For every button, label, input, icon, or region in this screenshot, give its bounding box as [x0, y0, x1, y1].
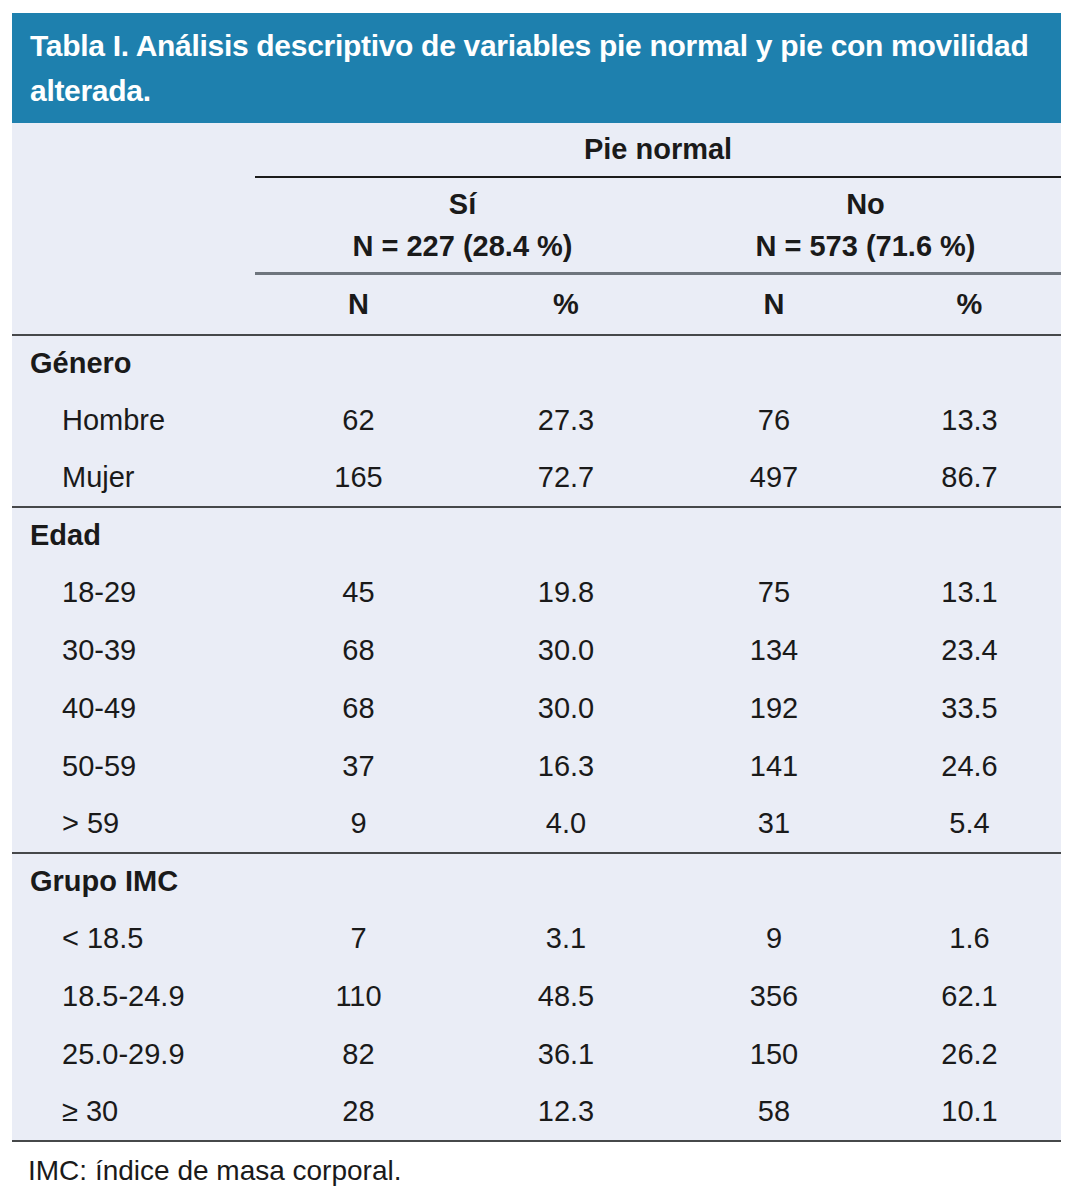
subgroup-no-count: N = 573 (71.6 %)	[670, 225, 1061, 267]
row-label: Hombre	[12, 391, 255, 449]
column-header-row: N % N %	[12, 273, 1061, 335]
subgroup-no-label: No	[670, 183, 1061, 225]
cell-value: 12.3	[462, 1083, 670, 1141]
row-label: 18.5-24.9	[12, 967, 255, 1025]
cell-value: 68	[255, 679, 462, 737]
subgroup-si-label: Sí	[255, 183, 670, 225]
descriptive-table: Pie normal Sí N = 227 (28.4 %) No N = 57…	[12, 123, 1061, 1142]
table-row: 18-29 45 19.8 75 13.1	[12, 563, 1061, 621]
subgroup-header-row: Sí N = 227 (28.4 %) No N = 573 (71.6 %)	[12, 177, 1061, 273]
cell-value: 86.7	[878, 449, 1061, 507]
table-row: Hombre 62 27.3 76 13.3	[12, 391, 1061, 449]
cell-value: 26.2	[878, 1025, 1061, 1083]
table-row: < 18.5 7 3.1 9 1.6	[12, 909, 1061, 967]
group-header: Pie normal	[255, 123, 1061, 177]
row-label: 25.0-29.9	[12, 1025, 255, 1083]
col-header-n-no: N	[670, 273, 878, 335]
cell-value: 33.5	[878, 679, 1061, 737]
row-label: ≥ 30	[12, 1083, 255, 1141]
cell-value: 82	[255, 1025, 462, 1083]
group-header-row: Pie normal	[12, 123, 1061, 177]
table-card: Tabla I. Análisis descriptivo de variabl…	[12, 13, 1061, 1142]
table-row: 50-59 37 16.3 141 24.6	[12, 737, 1061, 795]
cell-value: 9	[670, 909, 878, 967]
subgroup-si-count: N = 227 (28.4 %)	[255, 225, 670, 267]
section-header-genero: Género	[12, 335, 1061, 391]
cell-value: 62.1	[878, 967, 1061, 1025]
cell-value: 45	[255, 563, 462, 621]
cell-value: 13.1	[878, 563, 1061, 621]
cell-value: 58	[670, 1083, 878, 1141]
spacer-cell	[12, 123, 255, 177]
section-header-edad: Edad	[12, 507, 1061, 563]
table-row: 18.5-24.9 110 48.5 356 62.1	[12, 967, 1061, 1025]
cell-value: 165	[255, 449, 462, 507]
cell-value: 5.4	[878, 795, 1061, 853]
cell-value: 1.6	[878, 909, 1061, 967]
row-label: 30-39	[12, 621, 255, 679]
section-header-row: Grupo IMC	[12, 853, 1061, 909]
cell-value: 37	[255, 737, 462, 795]
row-label: > 59	[12, 795, 255, 853]
cell-value: 62	[255, 391, 462, 449]
cell-value: 7	[255, 909, 462, 967]
cell-value: 68	[255, 621, 462, 679]
cell-value: 10.1	[878, 1083, 1061, 1141]
cell-value: 24.6	[878, 737, 1061, 795]
cell-value: 19.8	[462, 563, 670, 621]
cell-value: 36.1	[462, 1025, 670, 1083]
section-header-row: Edad	[12, 507, 1061, 563]
spacer-cell	[12, 177, 255, 273]
table-row: > 59 9 4.0 31 5.4	[12, 795, 1061, 853]
cell-value: 27.3	[462, 391, 670, 449]
section-header-row: Género	[12, 335, 1061, 391]
cell-value: 134	[670, 621, 878, 679]
table-footnote: IMC: índice de masa corporal.	[28, 1155, 402, 1187]
cell-value: 72.7	[462, 449, 670, 507]
row-label: < 18.5	[12, 909, 255, 967]
cell-value: 13.3	[878, 391, 1061, 449]
row-label: 18-29	[12, 563, 255, 621]
cell-value: 28	[255, 1083, 462, 1141]
cell-value: 23.4	[878, 621, 1061, 679]
row-label: 40-49	[12, 679, 255, 737]
table-title: Tabla I. Análisis descriptivo de variabl…	[12, 13, 1061, 123]
cell-value: 75	[670, 563, 878, 621]
cell-value: 9	[255, 795, 462, 853]
cell-value: 141	[670, 737, 878, 795]
table-row: 25.0-29.9 82 36.1 150 26.2	[12, 1025, 1061, 1083]
cell-value: 497	[670, 449, 878, 507]
cell-value: 31	[670, 795, 878, 853]
subgroup-no: No N = 573 (71.6 %)	[670, 177, 1061, 273]
table-row: Mujer 165 72.7 497 86.7	[12, 449, 1061, 507]
row-label: 50-59	[12, 737, 255, 795]
cell-value: 110	[255, 967, 462, 1025]
cell-value: 30.0	[462, 621, 670, 679]
subgroup-si: Sí N = 227 (28.4 %)	[255, 177, 670, 273]
cell-value: 30.0	[462, 679, 670, 737]
row-label: Mujer	[12, 449, 255, 507]
spacer-cell	[12, 273, 255, 335]
cell-value: 150	[670, 1025, 878, 1083]
table-row: 30-39 68 30.0 134 23.4	[12, 621, 1061, 679]
cell-value: 356	[670, 967, 878, 1025]
section-header-grupo-imc: Grupo IMC	[12, 853, 1061, 909]
cell-value: 48.5	[462, 967, 670, 1025]
col-header-pct-si: %	[462, 273, 670, 335]
col-header-pct-no: %	[878, 273, 1061, 335]
cell-value: 3.1	[462, 909, 670, 967]
table-row: 40-49 68 30.0 192 33.5	[12, 679, 1061, 737]
cell-value: 4.0	[462, 795, 670, 853]
cell-value: 76	[670, 391, 878, 449]
cell-value: 16.3	[462, 737, 670, 795]
table-row: ≥ 30 28 12.3 58 10.1	[12, 1083, 1061, 1141]
col-header-n-si: N	[255, 273, 462, 335]
cell-value: 192	[670, 679, 878, 737]
